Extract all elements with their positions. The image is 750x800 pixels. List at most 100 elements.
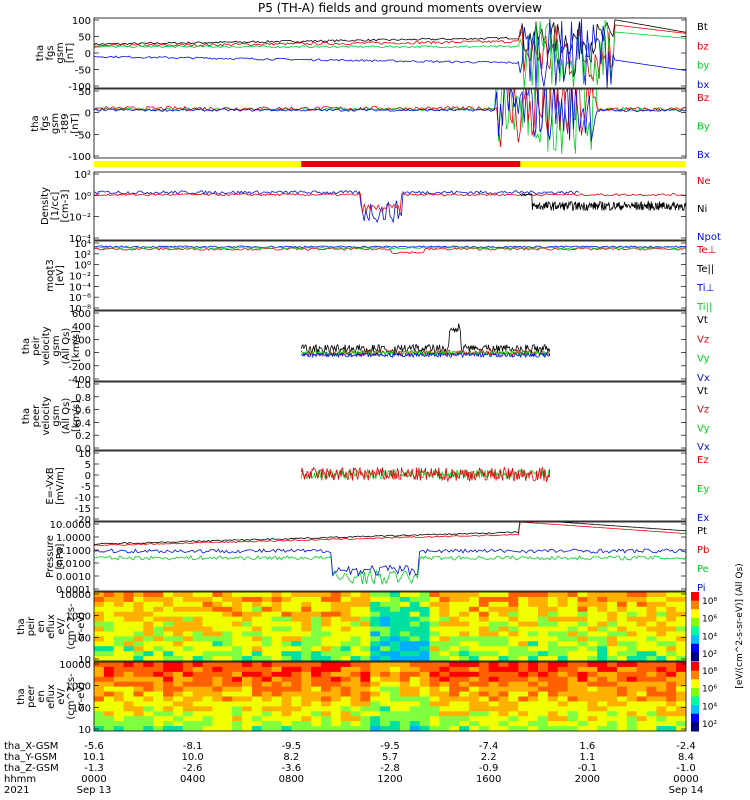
spectrogram-cell bbox=[212, 641, 223, 647]
spectrogram-cell bbox=[597, 592, 608, 598]
ytick-label: 100 bbox=[72, 703, 91, 714]
spectrogram-cell bbox=[182, 641, 194, 647]
spectrogram-cell bbox=[222, 711, 233, 717]
spectrogram-cell bbox=[577, 706, 588, 712]
spectrogram-cell bbox=[399, 681, 411, 688]
spectrogram-cell bbox=[607, 596, 618, 603]
spectrogram-cell bbox=[153, 711, 164, 717]
spectrogram-cell bbox=[557, 681, 569, 688]
spectrogram-cell bbox=[626, 681, 638, 688]
spectrogram-cell bbox=[133, 716, 144, 722]
spectrogram-cell bbox=[478, 596, 490, 603]
spectrogram-cell bbox=[547, 686, 559, 693]
spectrogram-cell bbox=[538, 671, 549, 678]
spectrogram-cell bbox=[528, 671, 539, 678]
spectrogram-cell bbox=[94, 671, 105, 678]
spectrogram-cell bbox=[340, 721, 352, 727]
colorbar-step bbox=[691, 652, 699, 662]
spectrogram-cell bbox=[626, 621, 638, 627]
spectrogram-cell bbox=[172, 601, 184, 608]
spectrogram-cell bbox=[518, 646, 529, 652]
spectrogram-cell bbox=[123, 606, 134, 613]
spectrogram-cell bbox=[202, 592, 213, 598]
ylabel-line: -t89 bbox=[60, 113, 71, 133]
spectrogram-cell bbox=[390, 666, 401, 673]
xaxis-value: 1.1 bbox=[579, 752, 595, 763]
spectrogram-cell bbox=[409, 616, 421, 623]
spectrogram-cell bbox=[468, 641, 480, 647]
ytick-label: -20 bbox=[75, 515, 91, 526]
ytick-label: 0 bbox=[85, 349, 91, 360]
spectrogram-cell bbox=[528, 686, 539, 693]
spectrogram-cell bbox=[597, 616, 608, 623]
spectrogram-cell bbox=[597, 636, 608, 642]
spectrogram-cell bbox=[459, 696, 470, 702]
spectrogram-cell bbox=[212, 646, 223, 652]
spectrogram-cell bbox=[468, 662, 480, 668]
spectrogram-cell bbox=[172, 662, 184, 668]
colorbar-tick: 10⁴ bbox=[702, 702, 717, 712]
ylabel-line: (cm^2-s- bbox=[66, 603, 77, 650]
spectrogram-cell bbox=[153, 616, 164, 623]
spectrogram-cell bbox=[311, 666, 322, 673]
spectrogram-cell bbox=[222, 726, 233, 731]
spectrogram-cell bbox=[370, 592, 381, 598]
mode-bar bbox=[94, 161, 686, 167]
spectrogram-cell bbox=[271, 726, 282, 731]
spectrogram-cell bbox=[242, 681, 253, 688]
spectrogram-cell bbox=[567, 691, 578, 697]
spectrogram-cell bbox=[676, 706, 686, 712]
ytick-label: 10⁴ bbox=[74, 239, 91, 250]
spectrogram-cell bbox=[439, 656, 450, 661]
spectrogram-cell bbox=[103, 631, 115, 637]
series-bt bbox=[94, 19, 686, 57]
spectrogram-cell bbox=[340, 666, 352, 673]
spectrogram-cell bbox=[380, 592, 391, 598]
spectrogram-cell bbox=[281, 701, 292, 707]
spectrogram-cell bbox=[547, 601, 559, 608]
spectrogram-cell bbox=[232, 601, 243, 608]
spectrogram-cell bbox=[518, 716, 529, 722]
spectrogram-cell bbox=[547, 656, 559, 661]
spectrogram-cell bbox=[143, 676, 154, 683]
spectrogram-cell bbox=[547, 726, 559, 731]
spectrogram-cell bbox=[242, 711, 253, 717]
spectrogram-cell bbox=[577, 691, 588, 697]
spectrogram-cell bbox=[656, 681, 667, 688]
spectrogram-cell bbox=[557, 592, 569, 598]
ytick-label: -400 bbox=[68, 375, 91, 386]
spectrogram-cell bbox=[498, 701, 509, 707]
spectrogram-cell bbox=[616, 592, 628, 598]
ytick-label: 1000 bbox=[66, 612, 91, 623]
spectrogram-cell bbox=[143, 701, 154, 707]
spectrogram-cell bbox=[518, 641, 529, 647]
spectrogram-cell bbox=[538, 666, 549, 673]
spectrogram-cell bbox=[646, 601, 657, 608]
spectrogram-cell bbox=[370, 716, 381, 722]
spectrogram-cell bbox=[163, 616, 174, 623]
spectrogram-cell bbox=[202, 621, 213, 627]
spectrogram-cell bbox=[567, 596, 578, 603]
spectrogram-cell bbox=[419, 726, 430, 731]
spectrogram-cell bbox=[439, 611, 450, 618]
spectrogram-cell bbox=[281, 716, 292, 722]
spectrogram-cell bbox=[666, 662, 677, 668]
spectrogram-cell bbox=[212, 706, 223, 712]
spectrogram-cell bbox=[567, 706, 578, 712]
spectrogram-cell bbox=[143, 662, 154, 668]
spectrogram-cell bbox=[646, 671, 657, 678]
spectrogram-cell bbox=[163, 691, 174, 697]
spectrogram-cell bbox=[547, 631, 559, 637]
spectrogram-cell bbox=[567, 726, 578, 731]
ylabel-line: eV/ bbox=[56, 618, 67, 635]
spectrogram-cell bbox=[232, 676, 243, 683]
spectrogram-cell bbox=[439, 721, 450, 727]
spectrogram-cell bbox=[399, 726, 411, 731]
spectrogram-cell bbox=[311, 611, 322, 618]
spectrogram-cell bbox=[94, 621, 105, 627]
spectrogram-cell bbox=[320, 621, 332, 627]
spectrogram-cell bbox=[301, 626, 312, 632]
spectrogram-cell bbox=[380, 676, 391, 683]
spectrogram-cell bbox=[340, 651, 352, 657]
